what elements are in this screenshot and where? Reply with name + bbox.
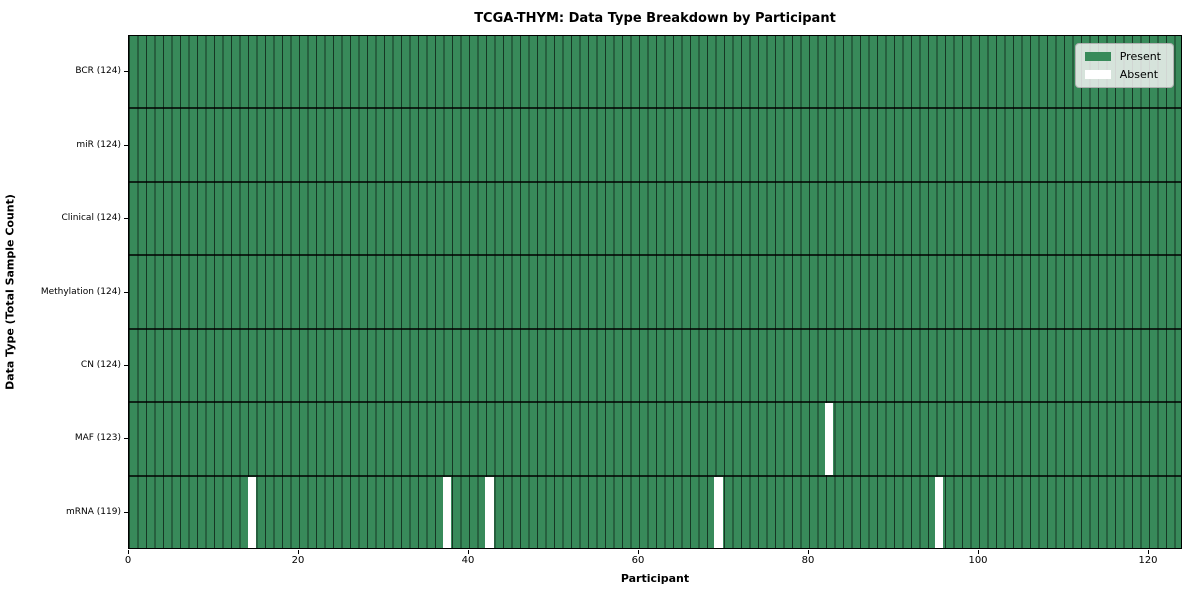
row-BCR bbox=[129, 36, 1181, 110]
x-tick-mark-0 bbox=[128, 550, 129, 554]
x-axis-label: Participant bbox=[620, 572, 690, 585]
x-tick-mark-100 bbox=[978, 550, 979, 554]
x-tick-mark-120 bbox=[1148, 550, 1149, 554]
y-tick-mark-Methylation bbox=[124, 291, 128, 293]
x-tick-mark-40 bbox=[468, 550, 469, 554]
y-tick-label-BCR: BCR (124) bbox=[75, 66, 121, 77]
x-tick-label-60: 60 bbox=[631, 555, 645, 566]
y-tick-mark-miR bbox=[124, 144, 128, 146]
legend: Present Absent bbox=[1074, 43, 1174, 88]
absent-cell-mRNA-14 bbox=[247, 476, 257, 548]
legend-label-present: Present bbox=[1119, 50, 1161, 63]
row-Methylation bbox=[129, 256, 1181, 330]
y-tick-mark-MAF bbox=[124, 438, 128, 440]
x-tick-label-40: 40 bbox=[461, 555, 475, 566]
row-mRNA bbox=[129, 476, 1181, 548]
y-tick-mark-mRNA bbox=[124, 511, 128, 513]
y-tick-label-Methylation: Methylation (124) bbox=[40, 286, 121, 297]
absent-cell-MAF-82 bbox=[824, 403, 834, 475]
y-tick-label-miR: miR (124) bbox=[76, 139, 121, 150]
absent-cell-mRNA-37 bbox=[442, 476, 452, 548]
y-tick-label-mRNA: mRNA (119) bbox=[66, 506, 121, 517]
y-tick-mark-Clinical bbox=[124, 218, 128, 220]
x-tick-label-20: 20 bbox=[291, 555, 305, 566]
absent-cell-mRNA-69 bbox=[714, 476, 723, 548]
x-tick-label-80: 80 bbox=[801, 555, 815, 566]
x-tick-label-0: 0 bbox=[124, 555, 132, 566]
x-tick-label-100: 100 bbox=[968, 555, 988, 566]
x-tick-label-120: 120 bbox=[1138, 555, 1158, 566]
y-tick-label-Clinical: Clinical (124) bbox=[61, 213, 121, 224]
absent-cell-mRNA-95 bbox=[934, 476, 944, 548]
row-miR bbox=[129, 109, 1181, 183]
row-Clinical bbox=[129, 182, 1181, 257]
legend-swatch-absent bbox=[1084, 70, 1111, 79]
row-CN bbox=[129, 329, 1181, 404]
x-tick-mark-60 bbox=[638, 550, 639, 554]
chart-title: TCGA-THYM: Data Type Breakdown by Partic… bbox=[474, 11, 836, 26]
y-tick-label-CN: CN (124) bbox=[80, 359, 121, 370]
legend-item-absent: Absent bbox=[1084, 68, 1161, 81]
y-tick-label-MAF: MAF (123) bbox=[74, 433, 121, 444]
legend-swatch-present bbox=[1084, 52, 1111, 61]
y-tick-mark-BCR bbox=[124, 71, 128, 73]
x-tick-mark-20 bbox=[298, 550, 299, 554]
plot-area: Present Absent bbox=[128, 35, 1182, 549]
y-tick-mark-CN bbox=[124, 364, 128, 366]
x-tick-mark-80 bbox=[808, 550, 809, 554]
legend-item-present: Present bbox=[1084, 50, 1161, 63]
legend-label-absent: Absent bbox=[1119, 68, 1159, 81]
absent-cell-mRNA-42 bbox=[485, 476, 494, 548]
row-MAF bbox=[129, 403, 1181, 477]
